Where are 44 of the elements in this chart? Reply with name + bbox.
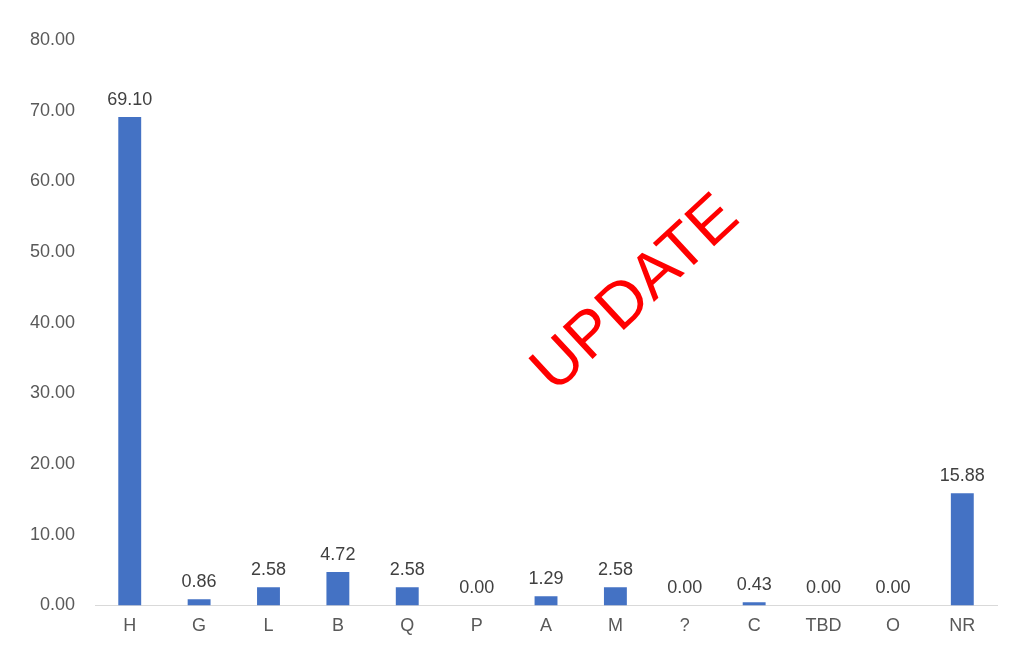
bar: [742, 602, 766, 606]
y-tick-label: 40.00: [30, 311, 76, 332]
y-tick-label: 10.00: [30, 523, 76, 544]
text: 0.00: [875, 577, 911, 598]
y-tick-label: 30.00: [30, 382, 76, 403]
y-tick-label: 0.00: [40, 594, 76, 615]
bar: [187, 599, 211, 606]
text: 15.88: [939, 465, 985, 486]
text: 0.00: [459, 577, 495, 598]
text: 4.72: [320, 544, 356, 565]
y-tick-label: 80.00: [30, 28, 76, 49]
x-tick-label: B: [331, 615, 344, 636]
bar: [395, 587, 419, 606]
text: 1.29: [528, 568, 564, 589]
y-tick-label: 20.00: [30, 453, 76, 474]
bar: [603, 587, 627, 606]
x-tick-label: TBD: [805, 615, 842, 636]
x-tick-label: L: [263, 615, 274, 636]
text: 2.58: [250, 559, 287, 580]
text: 0.43: [736, 574, 772, 595]
y-tick-label: 60.00: [30, 170, 76, 191]
text: 0.86: [181, 571, 217, 592]
x-tick-label: H: [123, 615, 137, 636]
x-tick-label: P: [470, 615, 483, 636]
text: 2.58: [389, 559, 425, 580]
y-tick-label: 50.00: [30, 240, 76, 261]
x-tick-label: Q: [400, 615, 415, 636]
bar: [257, 587, 280, 606]
bar: [326, 572, 350, 606]
x-tick-label: O: [885, 615, 900, 636]
x-tick-label: M: [607, 615, 623, 636]
y-tick-label: 70.00: [30, 99, 76, 120]
x-tick-label: C: [747, 615, 761, 636]
text: 0.00: [806, 577, 842, 598]
text: 0.00: [667, 577, 703, 598]
bar: [534, 596, 558, 606]
text: 69.10: [107, 89, 153, 109]
x-tick-label: NR: [949, 615, 976, 636]
x-tick-label: G: [192, 615, 207, 636]
bar: [118, 117, 142, 606]
bar: [950, 493, 974, 606]
text: 2.58: [597, 559, 633, 580]
x-tick-label: A: [540, 615, 553, 636]
x-tick-label: ?: [679, 615, 690, 636]
